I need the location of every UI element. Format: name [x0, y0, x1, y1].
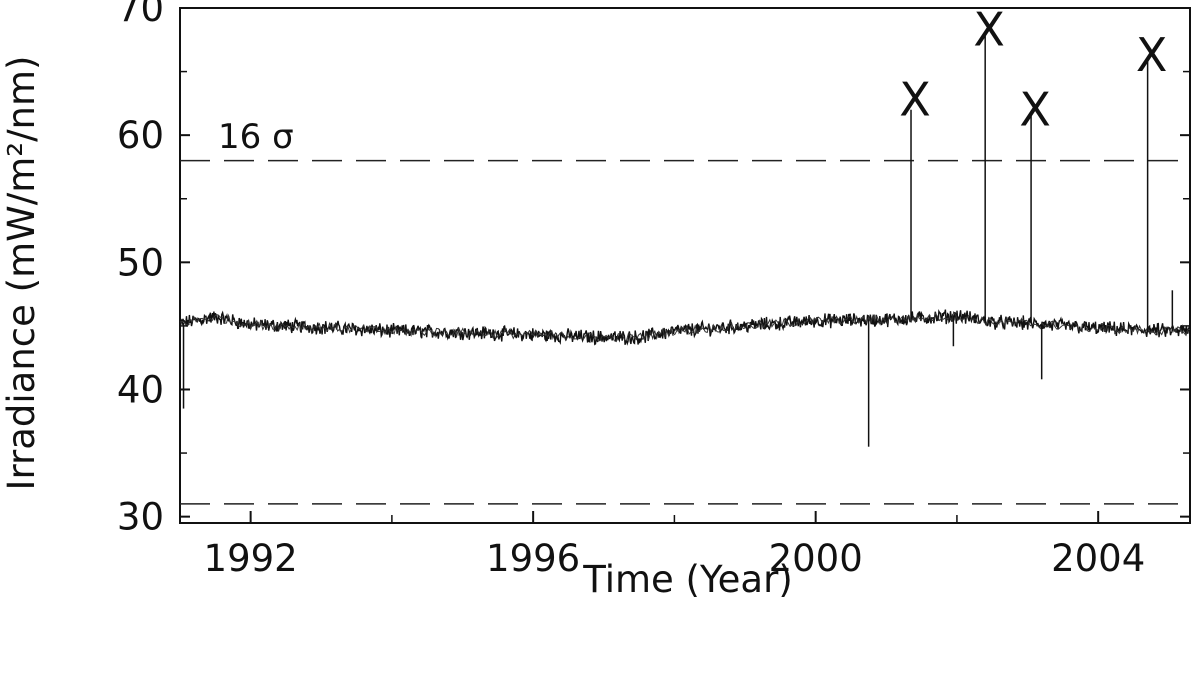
flare-marker-2: X	[1019, 83, 1051, 137]
sigma-threshold-label: 16 σ	[218, 117, 294, 157]
x-axis-label: Time (Year)	[582, 558, 793, 601]
x-tick-label-0: 1992	[204, 537, 298, 580]
y-axis-label: Irradiance (mW/m²/nm)	[0, 56, 43, 491]
y-tick-label-3: 60	[117, 114, 164, 157]
irradiance-series	[179, 309, 1191, 346]
y-tick-label-2: 50	[117, 241, 164, 284]
x-tick-label-1: 1996	[486, 537, 580, 580]
plot-frame	[179, 7, 1191, 524]
y-tick-label-0: 30	[117, 496, 164, 539]
axis-ticks: 30 40 50 60 70 1992 1996 2000 2004	[117, 0, 1190, 580]
flare-marker-0: X	[899, 73, 931, 127]
x-tick-label-3: 2004	[1051, 537, 1145, 580]
flare-marker-3: X	[1136, 28, 1168, 82]
y-tick-label-1: 40	[117, 368, 164, 411]
x-tick-label-2: 2000	[769, 537, 863, 580]
y-tick-label-4: 70	[117, 0, 164, 30]
flare-marker-1: X	[973, 3, 1005, 57]
irradiance-series-secondary	[179, 310, 1191, 343]
